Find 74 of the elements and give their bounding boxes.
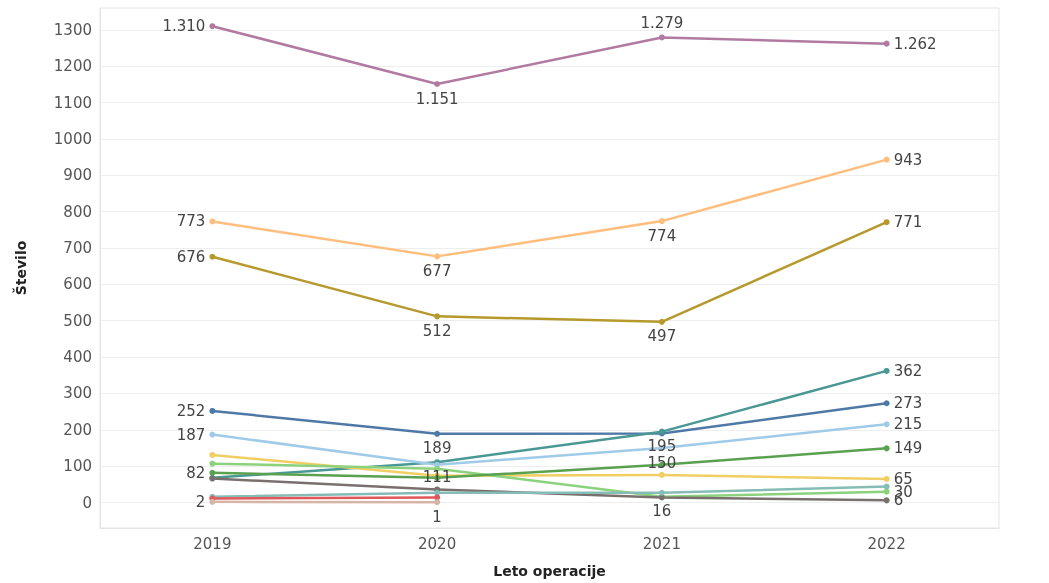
y-tick-label: 200 [63, 420, 92, 439]
data-label: 111 [422, 467, 452, 486]
x-tick-label: 2019 [193, 534, 232, 553]
data-label: 16 [652, 502, 672, 521]
point [434, 313, 441, 320]
x-axis-title: Leto operacije [493, 563, 606, 579]
data-label: 774 [647, 226, 677, 245]
data-label: 215 [893, 415, 923, 434]
point [883, 475, 890, 482]
point [883, 367, 890, 374]
point [883, 156, 890, 163]
data-label: 1.279 [640, 13, 684, 32]
x-tick-label: 2022 [867, 534, 906, 553]
point [658, 318, 665, 325]
x-tick-label: 2021 [642, 534, 681, 553]
point [209, 218, 216, 225]
y-tick-label: 1000 [53, 129, 92, 148]
point [209, 431, 216, 438]
data-label: 1 [432, 507, 442, 526]
data-label: 195 [647, 437, 677, 456]
point [209, 451, 216, 458]
y-tick-label: 700 [63, 239, 92, 257]
data-label: 512 [422, 321, 452, 340]
point [883, 497, 890, 504]
point [883, 445, 890, 452]
point [209, 469, 216, 476]
data-label: 273 [893, 394, 923, 413]
y-tick-label: 0 [82, 493, 92, 512]
y-axis-title: Število [12, 240, 29, 296]
x-tick-label: 2020 [418, 534, 457, 553]
y-tick-label: 100 [63, 457, 92, 476]
y-tick-label: 1200 [53, 57, 92, 76]
data-label: 2 [195, 492, 206, 511]
data-label: 676 [176, 247, 206, 266]
point [883, 483, 890, 490]
data-label: 252 [176, 401, 206, 420]
point [658, 471, 665, 478]
point [883, 219, 890, 226]
data-label: 677 [422, 261, 452, 280]
data-label: 771 [893, 213, 923, 232]
point [209, 407, 216, 414]
data-label: 187 [176, 425, 206, 444]
point [434, 430, 441, 437]
y-tick-label: 500 [63, 311, 92, 330]
data-label: 943 [893, 150, 923, 169]
data-label: 1.151 [415, 89, 459, 108]
point [658, 218, 665, 225]
y-tick-label: 800 [63, 202, 92, 221]
data-label: 1.262 [893, 34, 937, 53]
point [883, 421, 890, 428]
data-label: 362 [893, 361, 923, 380]
point [658, 489, 665, 496]
point [883, 40, 890, 47]
point [434, 494, 441, 501]
data-label: 82 [186, 463, 206, 482]
y-tick-label: 300 [63, 384, 92, 403]
point [209, 23, 216, 30]
y-tick-label: 400 [63, 348, 92, 367]
point [434, 81, 441, 87]
data-label: 149 [893, 439, 923, 458]
data-label: 497 [647, 327, 677, 346]
data-label: 773 [176, 212, 206, 231]
y-tick-label: 600 [63, 275, 92, 294]
point [209, 460, 216, 467]
y-tick-label: 1100 [53, 93, 92, 112]
point [434, 253, 441, 260]
point [658, 34, 665, 41]
data-label: 189 [422, 439, 452, 458]
data-label: 1.310 [162, 17, 206, 36]
y-tick-label: 900 [63, 166, 92, 185]
point [883, 400, 890, 407]
point [209, 253, 216, 260]
y-tick-label: 1300 [53, 20, 92, 39]
point [434, 499, 441, 506]
